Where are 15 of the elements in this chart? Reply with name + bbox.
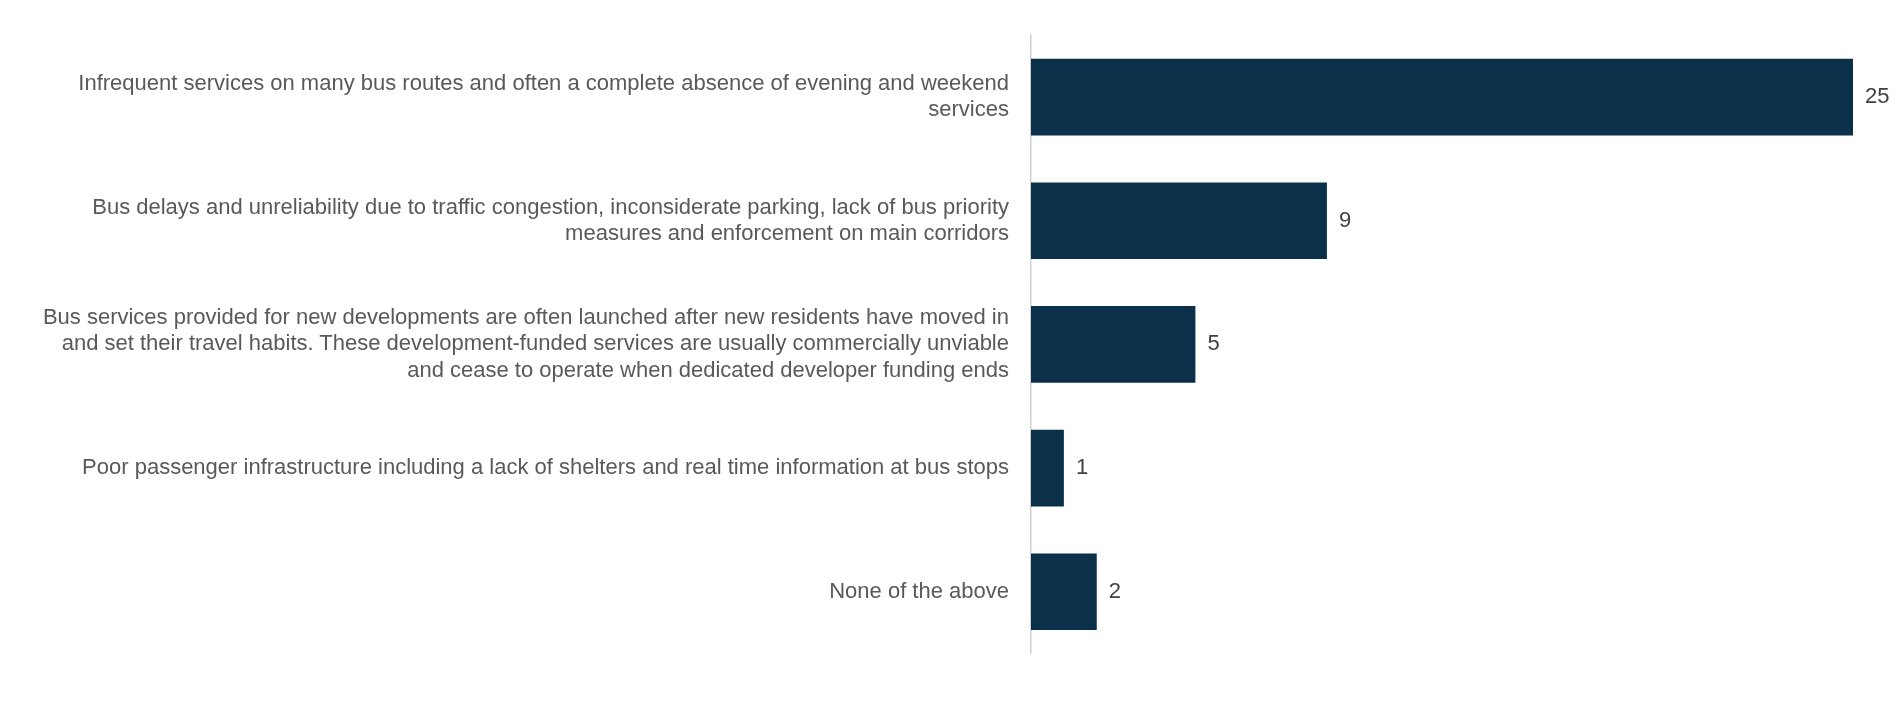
y-tick-label: Bus delays and unreliability due to traffic congestion, inconsiderate parking, lack of bus priority measures and enforcement on main corridors (92, 193, 1009, 245)
y-tick-label: Bus services provided for new developments are often launched after new residents have moved in and set their travel habits. These development-funded services are usually commercially unviable and cease to operate when dedicated developer funding ends (42, 304, 1009, 382)
data-label: 5 (1207, 330, 1220, 356)
data-label: 1 (1075, 454, 1089, 480)
y-tick-label: Poor passenger infrastructure including a lack of shelters and real time information at bus stops (82, 454, 1009, 480)
bar (1031, 553, 1097, 631)
data-label: 9 (1338, 206, 1352, 232)
bar (1031, 182, 1327, 260)
y-tick-label: Infrequent services on many bus routes and often a complete absence of evening and weekend services (78, 69, 1009, 122)
bar (1031, 429, 1064, 507)
bar (1031, 306, 1196, 383)
data-label: 25 (1865, 83, 1890, 109)
y-tick-label: None of the above (829, 577, 1009, 603)
bar (1031, 58, 1853, 136)
data-label: 2 (1108, 577, 1122, 603)
